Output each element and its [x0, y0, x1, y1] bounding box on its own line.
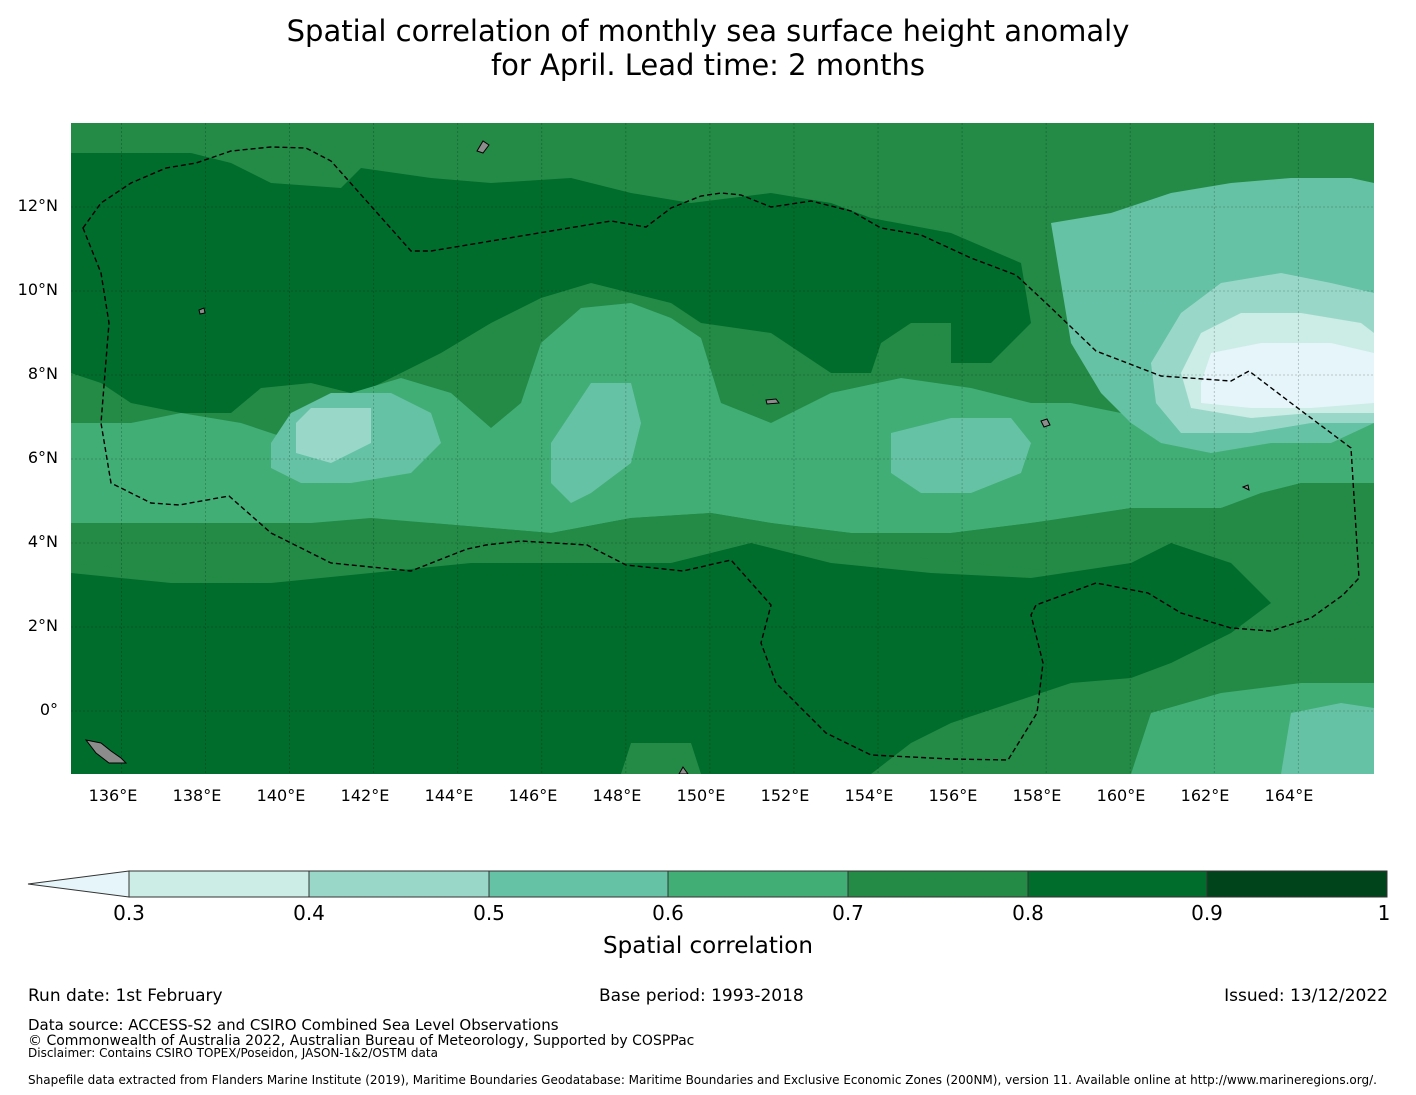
colorbar-tick-0.5: 0.5 — [473, 901, 505, 925]
colorbar-tick-0.7: 0.7 — [832, 901, 864, 925]
lat-label-10N: 10°N — [17, 280, 58, 299]
lat-label-0: 0° — [39, 700, 58, 719]
lon-label-138E: 138°E — [172, 786, 222, 805]
map-canvas — [71, 123, 1374, 774]
run-date: Run date: 1st February — [28, 986, 223, 1006]
region-southeast-lighter — [1281, 703, 1374, 774]
colorbar — [27, 870, 1388, 898]
region-north-dark — [71, 153, 1031, 413]
region-patch-157E — [891, 418, 1031, 493]
lat-label-6N: 6°N — [27, 448, 58, 467]
colorbar-segment-0.6-0.7 — [667, 870, 849, 898]
island-east — [1040, 418, 1051, 428]
colorbar-tick-0.4: 0.4 — [293, 901, 325, 925]
island-small-1 — [765, 398, 780, 405]
colorbar-tick-0.6: 0.6 — [652, 901, 684, 925]
eez-boundary — [82, 146, 1360, 761]
correlation-map — [71, 123, 1374, 774]
lon-label-154E: 154°E — [844, 786, 894, 805]
region-patch-140E-inner — [296, 408, 371, 463]
lon-label-146E: 146°E — [508, 786, 558, 805]
region-south-dark — [71, 543, 1271, 774]
lon-label-162E: 162°E — [1180, 786, 1230, 805]
island-bottom-left — [84, 739, 128, 764]
lon-label-164E: 164°E — [1264, 786, 1314, 805]
lon-label-150E: 150°E — [676, 786, 726, 805]
island-southeast — [1241, 484, 1250, 491]
colorbar-segment-0.5-0.6 — [488, 870, 669, 898]
lon-label-152E: 152°E — [760, 786, 810, 805]
region-patch-148E — [551, 383, 641, 503]
region-south-belt — [71, 483, 1374, 643]
title-line-2: for April. Lead time: 2 months — [490, 48, 926, 82]
colorbar-label: Spatial correlation — [603, 933, 813, 959]
disclaimer: Disclaimer: Contains CSIRO TOPEX/Poseido… — [28, 1046, 438, 1060]
base-period: Base period: 1993-2018 — [599, 986, 804, 1006]
data-source: Data source: ACCESS-S2 and CSIRO Combine… — [28, 1016, 559, 1034]
island-bottom-mid — [678, 766, 689, 774]
island-northwest — [476, 140, 490, 154]
lat-label-8N: 8°N — [27, 364, 58, 383]
lat-label-2N: 2°N — [27, 616, 58, 635]
lon-label-160E: 160°E — [1096, 786, 1146, 805]
chart-title: Spatial correlation of monthly sea surfa… — [0, 14, 1416, 82]
lat-label-4N: 4°N — [27, 532, 58, 551]
colorbar-tick-0.8: 0.8 — [1012, 901, 1044, 925]
colorbar-segment-0.9-1 — [1206, 870, 1388, 898]
colorbar-extend-triangle — [27, 870, 130, 898]
shapefile-credit: Shapefile data extracted from Flanders M… — [28, 1073, 1377, 1087]
colorbar-segment-0.4-0.5 — [308, 870, 490, 898]
colorbar-segment-0.8-0.9 — [1027, 870, 1208, 898]
colorbar-tick-1: 1 — [1377, 901, 1391, 925]
title-line-1: Spatial correlation of monthly sea surfa… — [286, 14, 1130, 48]
colorbar-tick-0.3: 0.3 — [113, 901, 145, 925]
colorbar-segment-0.3-0.4 — [128, 870, 310, 898]
lon-label-148E: 148°E — [592, 786, 642, 805]
lat-label-12N: 12°N — [17, 196, 58, 215]
lon-label-158E: 158°E — [1012, 786, 1062, 805]
land-masses — [84, 140, 1250, 774]
lon-label-144E: 144°E — [424, 786, 474, 805]
colorbar-tick-0.9: 0.9 — [1191, 901, 1223, 925]
lon-label-156E: 156°E — [928, 786, 978, 805]
region-patch-below-03 — [1201, 343, 1374, 408]
lon-label-140E: 140°E — [256, 786, 306, 805]
issued-date: Issued: 13/12/2022 — [1224, 986, 1388, 1006]
lon-label-142E: 142°E — [340, 786, 390, 805]
copyright-notice: © Commonwealth of Australia 2022, Austra… — [28, 1033, 695, 1049]
colorbar-segment-0.7-0.8 — [847, 870, 1029, 898]
island-small-2 — [198, 307, 206, 315]
gridlines — [71, 123, 1374, 774]
region-south-patch — [621, 743, 701, 774]
correlation-field — [71, 153, 1374, 774]
lon-label-136E: 136°E — [88, 786, 138, 805]
